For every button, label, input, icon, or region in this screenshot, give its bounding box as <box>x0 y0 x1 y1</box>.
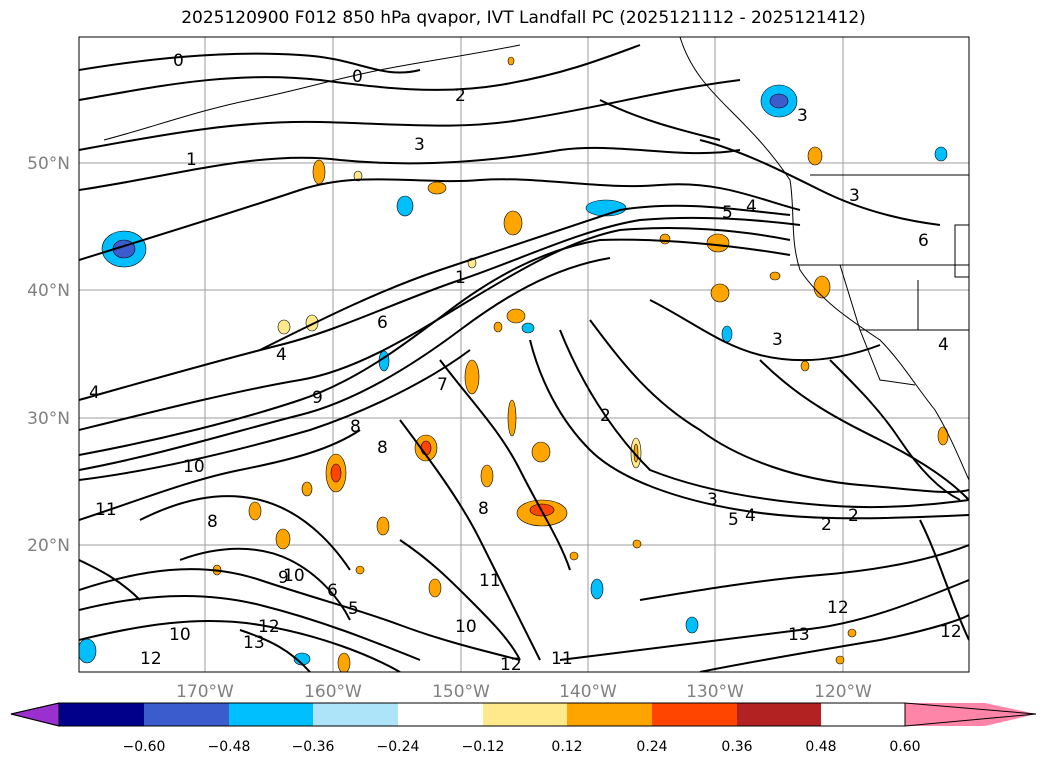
colorbar-extend-right <box>905 703 1036 726</box>
plot-frame <box>78 36 970 673</box>
contour-label: 8 <box>377 438 388 458</box>
contour-label: 1 <box>455 268 466 288</box>
colorbar-segment <box>483 703 567 726</box>
lon-label: 170°W <box>176 682 234 702</box>
contour-label: 13 <box>243 633 265 653</box>
colorbar-segment <box>652 703 737 726</box>
filled-anomaly-blobs <box>79 56 949 672</box>
latitude-labels: 50°N 40°N 30°N 20°N <box>27 154 70 556</box>
colorbar-ticks: −0.60 −0.48 −0.36 −0.24 −0.12 0.12 0.24 … <box>123 739 921 755</box>
contour-label: 9 <box>312 388 323 408</box>
contour-lines <box>79 44 969 672</box>
contour-label: 3 <box>797 106 808 126</box>
contour-label: 5 <box>728 510 739 530</box>
lat-label: 40°N <box>27 281 70 301</box>
contour-label: 11 <box>95 500 117 520</box>
colorbar-tick-label: 0.36 <box>721 739 752 755</box>
contour-label: 11 <box>551 649 573 669</box>
lon-label: 150°W <box>432 682 490 702</box>
colorbar-segment <box>398 703 483 726</box>
contour-label: 4 <box>938 335 949 355</box>
lat-label: 50°N <box>27 154 70 174</box>
contour-label: 12 <box>940 622 962 642</box>
colorbar-segment <box>59 703 144 726</box>
contour-label: 2 <box>600 406 611 426</box>
contour-label: 4 <box>276 345 287 365</box>
lon-label: 160°W <box>304 682 362 702</box>
contour-label: 12 <box>140 649 162 669</box>
longitude-labels: 170°W 160°W 150°W 140°W 130°W 120°W <box>176 682 872 702</box>
contour-label: 2 <box>821 515 832 535</box>
contour-label: 10 <box>283 566 305 586</box>
chart-title: 2025120900 F012 850 hPa qvapor, IVT Land… <box>181 8 866 28</box>
contour-label: 4 <box>745 506 756 526</box>
lon-label: 120°W <box>814 682 872 702</box>
contour-label: 10 <box>169 625 191 645</box>
contour-label: 0 <box>173 51 184 71</box>
contour-label: 4 <box>89 383 100 403</box>
colorbar-tick-label: 0.24 <box>636 739 667 755</box>
contour-label: 5 <box>722 203 733 223</box>
contour-label: 8 <box>478 499 489 519</box>
coastlines-borders <box>103 37 969 481</box>
colorbar-tick-label: 0.12 <box>551 739 582 755</box>
contour-label: 12 <box>500 655 522 675</box>
contour-label: 6 <box>918 231 929 251</box>
contour-label: 2 <box>455 86 466 106</box>
contour-label: 12 <box>258 617 280 637</box>
contour-label: 10 <box>455 617 477 637</box>
colorbar-extend-left <box>10 702 60 727</box>
colorbar-segment <box>229 703 313 726</box>
contour-label: 1 <box>186 150 197 170</box>
colorbar-tick-label: −0.36 <box>292 739 335 755</box>
colorbar-tick-label: −0.12 <box>462 739 505 755</box>
contour-label: 8 <box>350 417 361 437</box>
colorbar: −0.60 −0.48 −0.36 −0.24 −0.12 0.12 0.24 … <box>10 702 1037 755</box>
lon-label: 140°W <box>559 682 617 702</box>
colorbar-segment <box>737 703 821 726</box>
colorbar-segment <box>313 703 398 726</box>
contour-label: 0 <box>352 67 363 87</box>
lat-label: 20°N <box>27 536 70 556</box>
contour-label: 5 <box>348 599 359 619</box>
contour-label: 8 <box>207 512 218 532</box>
contour-label: 2 <box>848 506 859 526</box>
colorbar-tick-label: 0.48 <box>805 739 836 755</box>
contour-label: 12 <box>827 598 849 618</box>
contour-label-group: 0 0 2 3 1 3 4 5 3 6 4 6 9 8 7 10 8 11 8 … <box>89 51 962 675</box>
colorbar-tick-label: 0.60 <box>889 739 920 755</box>
colorbar-segment <box>144 703 229 726</box>
contour-label: 7 <box>437 375 448 395</box>
contour-label: 6 <box>377 313 388 333</box>
map-plot-area: 0 0 2 3 1 3 4 5 3 6 4 6 9 8 7 10 8 11 8 … <box>79 37 969 675</box>
lon-label: 130°W <box>686 682 744 702</box>
colorbar-tick-label: −0.24 <box>377 739 420 755</box>
contour-label: 11 <box>479 571 501 591</box>
contour-label: 3 <box>707 490 718 510</box>
contour-label: 3 <box>772 330 783 350</box>
contour-label: 4 <box>746 197 757 217</box>
colorbar-segment <box>567 703 652 726</box>
contour-label: 3 <box>414 135 425 155</box>
contour-label: 3 <box>849 186 860 206</box>
contour-label: 10 <box>183 457 205 477</box>
gridlines <box>79 37 969 672</box>
colorbar-tick-label: −0.48 <box>208 739 251 755</box>
lat-label: 30°N <box>27 409 70 429</box>
contour-label: 6 <box>327 581 338 601</box>
contour-label: 9 <box>278 568 289 588</box>
contour-label: 13 <box>788 625 810 645</box>
colorbar-tick-label: −0.60 <box>123 739 166 755</box>
